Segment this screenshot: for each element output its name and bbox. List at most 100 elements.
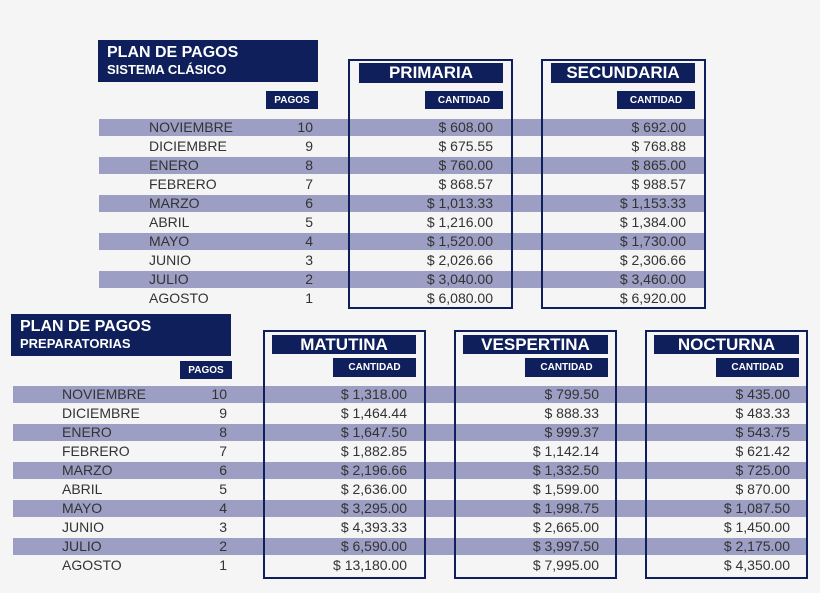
table-row-cantidad: $ 1,153.33 [619, 195, 686, 211]
table-row-cantidad: $ 483.33 [735, 405, 791, 421]
section2-col-nocturna [645, 330, 808, 579]
table-row-cantidad: $ 3,295.00 [340, 500, 407, 516]
row-stripe [99, 157, 705, 174]
table-row-month: JULIO [62, 538, 102, 554]
table-row-cantidad: $ 2,196.66 [340, 462, 407, 478]
section2-col-vespertina-cantidad: CANTIDAD [525, 358, 608, 377]
table-row-month: ENERO [149, 157, 199, 173]
row-stripe [13, 386, 808, 403]
table-row-cantidad: $ 692.00 [631, 119, 687, 135]
table-row-cantidad: $ 1,647.50 [340, 424, 407, 440]
table-row-cantidad: $ 1,520.00 [426, 233, 493, 249]
table-row-month: FEBRERO [62, 443, 130, 459]
table-row-pagos: 3 [305, 252, 313, 268]
table-row-cantidad: $ 608.00 [438, 119, 494, 135]
section2-col-nocturna-title: NOCTURNA [654, 335, 799, 354]
table-row-pagos: 9 [305, 138, 313, 154]
row-stripe [99, 233, 705, 250]
section2-col-matutina-cantidad: CANTIDAD [333, 358, 416, 377]
table-row-month: JULIO [149, 271, 189, 287]
section1-col-secundaria-title: SECUNDARIA [551, 63, 695, 83]
section2-subtitle: PREPARATORIAS [20, 336, 131, 351]
table-row-pagos: 7 [305, 176, 313, 192]
table-row-cantidad: $ 1,318.00 [340, 386, 407, 402]
row-stripe [99, 119, 705, 136]
section1-title-box: PLAN DE PAGOS SISTEMA CLÁSICO [98, 40, 318, 82]
table-row-pagos: 8 [305, 157, 313, 173]
table-row-month: MAYO [149, 233, 190, 249]
table-row-cantidad: $ 1,216.00 [426, 214, 493, 230]
table-row-month: ABRIL [62, 481, 103, 497]
table-row-month: JUNIO [149, 252, 191, 268]
table-row-month: JUNIO [62, 519, 104, 535]
table-row-cantidad: $ 435.00 [735, 386, 791, 402]
section2-title: PLAN DE PAGOS [20, 318, 152, 335]
table-row-cantidad: $ 1,384.00 [619, 214, 686, 230]
table-row-pagos: 2 [219, 538, 227, 554]
table-row-cantidad: $ 1,332.50 [532, 462, 599, 478]
table-row-cantidad: $ 621.42 [735, 443, 791, 459]
table-row-pagos: 6 [219, 462, 227, 478]
table-row-cantidad: $ 1,087.50 [723, 500, 790, 516]
table-row-cantidad: $ 725.00 [735, 462, 791, 478]
table-row-cantidad: $ 3,040.00 [426, 271, 493, 287]
table-row-cantidad: $ 543.75 [735, 424, 791, 440]
table-row-cantidad: $ 2,306.66 [619, 252, 686, 268]
table-row-cantidad: $ 7,995.00 [532, 557, 599, 573]
table-row-cantidad: $ 675.55 [438, 138, 494, 154]
table-row-cantidad: $ 870.00 [735, 481, 791, 497]
table-row-pagos: 7 [219, 443, 227, 459]
table-row-cantidad: $ 1,464.44 [340, 405, 407, 421]
table-row-cantidad: $ 3,997.50 [532, 538, 599, 554]
table-row-pagos: 1 [305, 290, 313, 306]
table-row-pagos: 5 [219, 481, 227, 497]
section2-col-vespertina [454, 330, 617, 579]
section1-pagos-header: PAGOS [266, 91, 318, 109]
table-row-cantidad: $ 2,026.66 [426, 252, 493, 268]
table-row-cantidad: $ 1,998.75 [532, 500, 599, 516]
table-row-cantidad: $ 799.50 [544, 386, 600, 402]
section1-subtitle: SISTEMA CLÁSICO [107, 62, 227, 77]
row-stripe [99, 271, 705, 288]
row-stripe [13, 462, 808, 479]
table-row-month: ENERO [62, 424, 112, 440]
row-stripe [13, 538, 808, 555]
row-stripe [13, 500, 808, 517]
section1-title: PLAN DE PAGOS [107, 44, 239, 61]
section2-pagos-header: PAGOS [180, 361, 232, 379]
table-row-month: MAYO [62, 500, 103, 516]
section2-col-matutina-title: MATUTINA [272, 335, 416, 354]
table-row-cantidad: $ 6,920.00 [619, 290, 686, 306]
section1-col-secundaria-cantidad: CANTIDAD [617, 91, 695, 109]
table-row-month: NOVIEMBRE [149, 119, 234, 135]
table-row-month: FEBRERO [149, 176, 217, 192]
table-row-cantidad: $ 760.00 [438, 157, 494, 173]
table-row-month: AGOSTO [149, 290, 209, 306]
table-row-pagos: 5 [305, 214, 313, 230]
table-row-cantidad: $ 999.37 [544, 424, 600, 440]
table-row-cantidad: $ 2,636.00 [340, 481, 407, 497]
table-row-cantidad: $ 1,882.85 [340, 443, 407, 459]
table-row-cantidad: $ 1,730.00 [619, 233, 686, 249]
section2-col-vespertina-title: VESPERTINA [463, 335, 608, 354]
table-row-pagos: 9 [219, 405, 227, 421]
section2-col-nocturna-cantidad: CANTIDAD [716, 358, 799, 377]
table-row-pagos: 2 [305, 271, 313, 287]
table-row-cantidad: $ 6,590.00 [340, 538, 407, 554]
table-row-cantidad: $ 4,393.33 [340, 519, 407, 535]
table-row-cantidad: $ 13,180.00 [333, 557, 407, 573]
section1-col-secundaria [541, 59, 706, 309]
table-row-cantidad: $ 868.57 [438, 176, 494, 192]
table-row-cantidad: $ 3,460.00 [619, 271, 686, 287]
table-row-cantidad: $ 865.00 [631, 157, 687, 173]
section1-col-primaria-cantidad: CANTIDAD [425, 91, 503, 109]
section2-col-matutina [263, 330, 426, 579]
table-row-month: NOVIEMBRE [62, 386, 147, 402]
section1-col-primaria-title: PRIMARIA [359, 63, 503, 83]
table-row-pagos: 10 [211, 386, 227, 402]
table-row-pagos: 4 [305, 233, 313, 249]
table-row-pagos: 4 [219, 500, 227, 516]
table-row-cantidad: $ 1,450.00 [723, 519, 790, 535]
table-row-month: DICIEMBRE [62, 405, 140, 421]
table-row-pagos: 8 [219, 424, 227, 440]
